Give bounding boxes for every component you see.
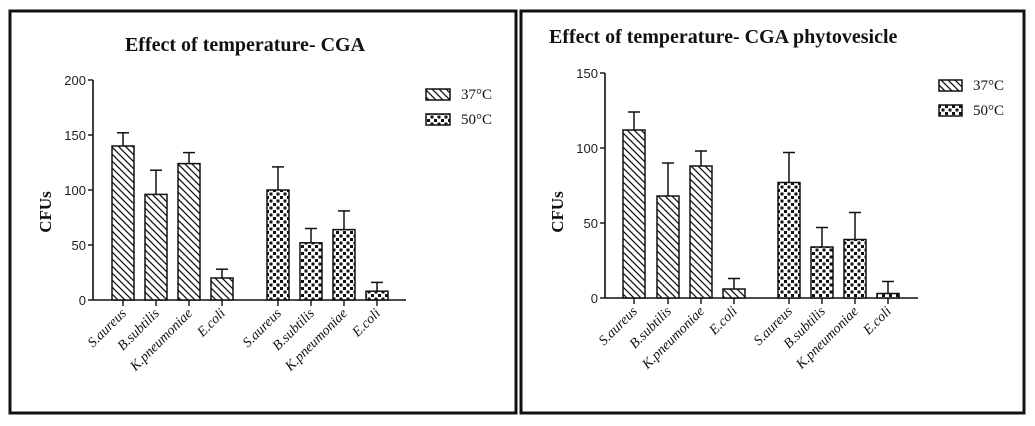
y-tick-label: 50 (72, 238, 86, 253)
y-tick-label: 200 (64, 73, 86, 88)
bar-saureus-50c (777, 181, 801, 299)
bar-saureus-50c (266, 189, 290, 301)
bar-kpneumoniae-50c (332, 228, 356, 301)
chart-title: Effect of temperature- CGA phytovesicle (549, 26, 898, 48)
x-tick-label: E.coli (706, 304, 741, 339)
legend-label-50c: 50°C (973, 103, 1004, 119)
y-tick-label: 150 (576, 66, 598, 81)
y-axis-label: CFUs (548, 191, 567, 233)
legend-swatch-37c (425, 88, 451, 101)
bar-ecoli-37c (722, 288, 746, 299)
x-tick-label: E.coli (349, 306, 384, 341)
chart-panel-right: Effect of temperature- CGA phytovesicle … (519, 9, 1026, 415)
x-tick-label: E.coli (860, 304, 895, 339)
legend-label-50c: 50°C (461, 112, 492, 128)
y-axis-label: CFUs (36, 191, 55, 233)
legend-label-37c: 37°C (973, 78, 1004, 94)
bar-bsubtilis-50c (299, 242, 323, 301)
bar-kpneumoniae-50c (843, 238, 867, 299)
bar-bsubtilis-50c (810, 246, 834, 299)
y-tick-label: 0 (591, 291, 598, 306)
bar-kpneumoniae-37c (177, 162, 201, 301)
x-tick-label: E.coli (194, 306, 229, 341)
legend-label-37c: 37°C (461, 87, 492, 103)
bar-saureus-37c (622, 129, 646, 299)
y-tick-label: 100 (64, 183, 86, 198)
chart-panel-left: Effect of temperature- CGA CFUs 0 50 100 15… (8, 9, 518, 415)
legend-swatch-50c (425, 113, 451, 126)
bar-ecoli-37c (210, 277, 234, 301)
panel-frame (519, 9, 1026, 415)
y-tick-label: 150 (64, 128, 86, 143)
chart-title: Effect of temperature- CGA (125, 34, 366, 56)
bar-bsubtilis-37c (144, 193, 168, 301)
legend-swatch-37c (938, 79, 963, 92)
legend: 37°C 50°C (425, 87, 492, 128)
y-tick-label: 100 (576, 141, 598, 156)
legend: 37°C 50°C (938, 78, 1004, 119)
bar-ecoli-50c (365, 290, 389, 301)
bar-saureus-37c (111, 145, 135, 301)
legend-swatch-50c (938, 104, 963, 117)
bar-kpneumoniae-37c (689, 165, 713, 299)
y-tick-label: 50 (584, 216, 598, 231)
panel-frame (8, 9, 518, 415)
bar-ecoli-50c (876, 292, 900, 299)
plot-area: 050100150200S.aureusB.subtilisK.pneumoni… (64, 73, 406, 375)
y-tick-label: 0 (79, 293, 86, 308)
bar-bsubtilis-37c (656, 195, 680, 299)
